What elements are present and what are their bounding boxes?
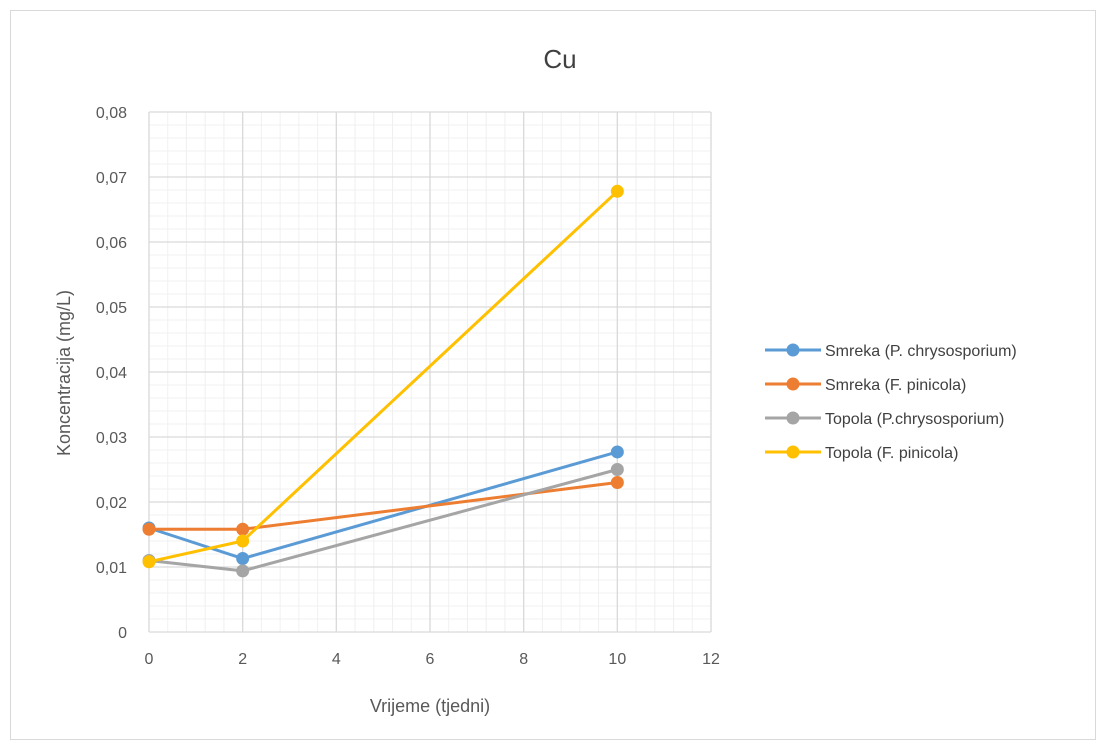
- data-point: [236, 552, 250, 566]
- legend-item: Smreka (F. pinicola): [765, 377, 966, 394]
- series-line: [147, 468, 619, 573]
- legend-item: Smreka (P. chrysosporium): [765, 343, 1017, 360]
- data-point: [610, 445, 624, 459]
- legend-item: Topola (F. pinicola): [765, 445, 958, 462]
- legend-marker: [786, 445, 800, 459]
- y-tick-label: 0,06: [96, 235, 127, 252]
- data-point: [142, 522, 156, 536]
- data-point: [236, 564, 250, 578]
- grid: [148, 111, 712, 633]
- x-tick-label: 4: [332, 651, 341, 668]
- y-tick-label: 0,08: [96, 105, 127, 122]
- series-4: [142, 184, 624, 569]
- chart-area: [10, 10, 1096, 740]
- x-tick-label: 10: [608, 651, 626, 668]
- y-tick-label: 0,07: [96, 170, 127, 187]
- legend-marker: [786, 411, 800, 425]
- legend-marker: [786, 377, 800, 391]
- series-line: [147, 450, 619, 561]
- data-point: [236, 534, 250, 548]
- data-point: [142, 555, 156, 569]
- x-tick-label: 8: [519, 651, 528, 668]
- tick-labels: 0 2 4 6 8 10 12 0 0,01 0,02 0,03 0,04 0,05 0,06 0,07 0,…: [96, 105, 720, 668]
- legend-label: Smreka (P. chrysosporium): [825, 343, 1017, 360]
- y-tick-label: 0: [118, 625, 127, 642]
- legend-item: Topola (P.chrysosporium): [765, 411, 1004, 428]
- data-point: [610, 476, 624, 489]
- y-axis-title: Koncentracija (mg/L): [54, 290, 74, 456]
- legend-label: Topola (P.chrysosporium): [825, 411, 1004, 428]
- legend-marker: [786, 343, 800, 357]
- y-tick-label: 0,05: [96, 300, 127, 317]
- legend-label: Smreka (F. pinicola): [825, 377, 966, 394]
- x-tick-label: 6: [426, 651, 435, 668]
- y-tick-label: 0,02: [96, 495, 127, 512]
- legend: Smreka (P. chrysosporium) Smreka (F. pini…: [765, 343, 1017, 462]
- series-2: [142, 476, 624, 536]
- x-axis-title: Vrijeme (tjedni): [370, 696, 490, 716]
- data-point: [236, 522, 250, 536]
- data-point: [610, 463, 624, 476]
- legend-label: Topola (F. pinicola): [825, 445, 958, 462]
- y-tick-label: 0,03: [96, 430, 127, 447]
- y-tick-label: 0,01: [96, 560, 127, 577]
- series-3: [142, 463, 624, 578]
- x-tick-label: 12: [702, 651, 720, 668]
- series-group: [142, 184, 624, 578]
- data-point: [610, 184, 624, 198]
- x-tick-label: 2: [238, 651, 247, 668]
- x-tick-label: 0: [145, 651, 154, 668]
- chart-title: Cu: [543, 44, 576, 74]
- series-line: [147, 189, 619, 564]
- y-tick-label: 0,04: [96, 365, 127, 382]
